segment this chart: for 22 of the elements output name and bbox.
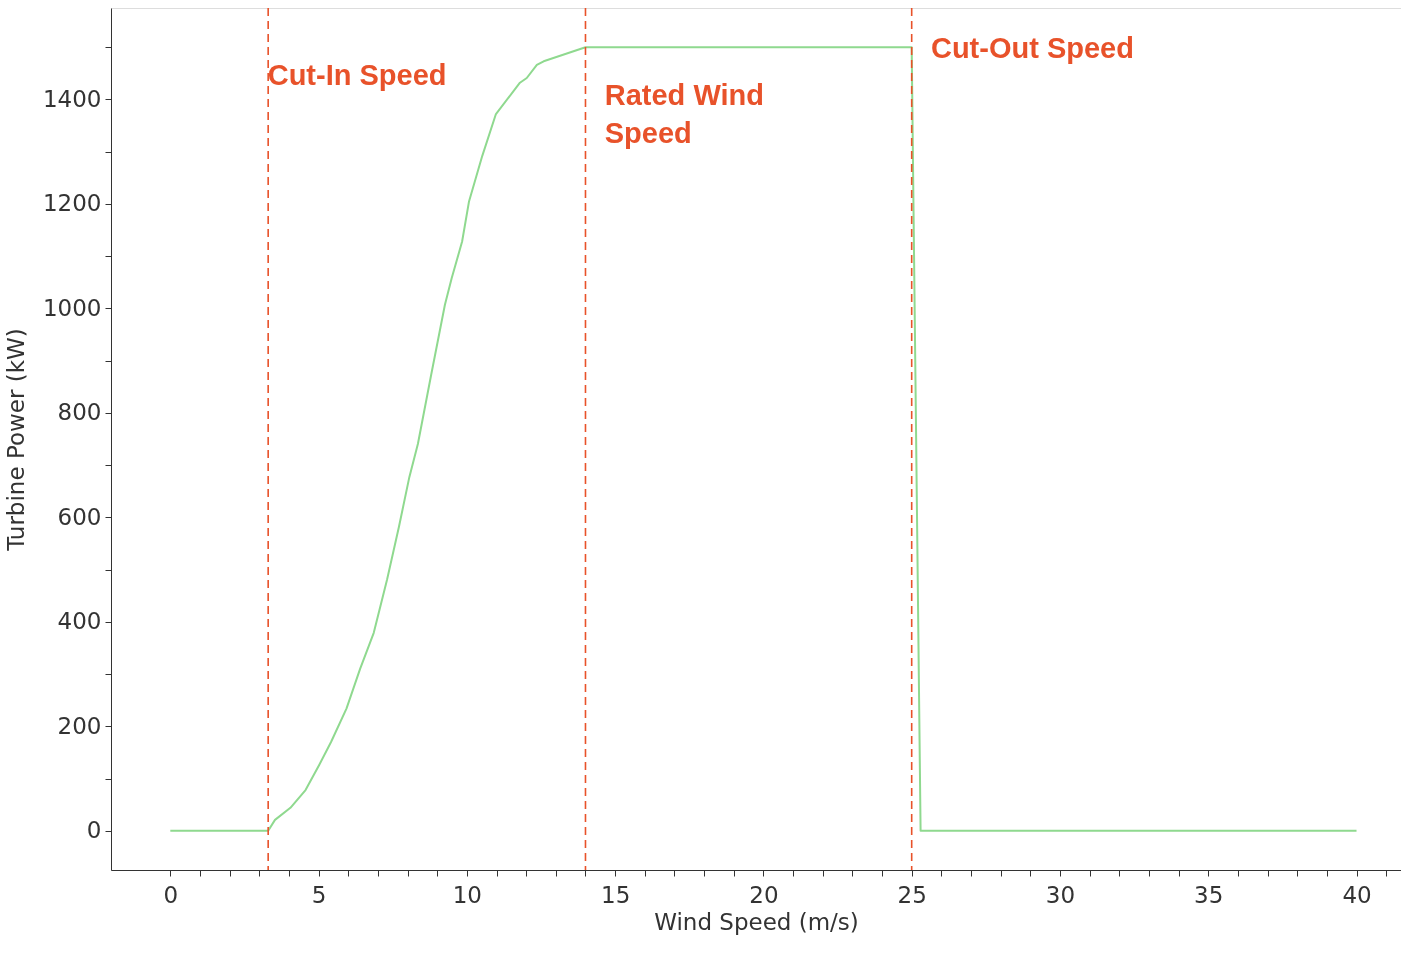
- y-tick-label: 1400: [42, 85, 102, 112]
- y-tick-label: 0: [86, 817, 102, 844]
- y-tick-label: 1200: [42, 190, 102, 217]
- x-tick-label: 30: [1045, 881, 1076, 908]
- x-axis-title: Wind Speed (m/s): [654, 908, 859, 935]
- y-axis-title: Turbine Power (kW): [2, 328, 29, 552]
- x-tick-label: 25: [897, 881, 927, 908]
- y-tick-label: 600: [57, 503, 102, 530]
- x-tick-label: 20: [749, 881, 779, 908]
- x-tick-label: 0: [163, 881, 179, 908]
- y-tick-label: 200: [57, 712, 102, 739]
- ref-line-label: Cut-In Speed: [267, 59, 447, 92]
- x-tick-label: 40: [1342, 881, 1372, 908]
- x-tick-label: 5: [311, 881, 327, 908]
- y-tick-label: 800: [57, 399, 102, 426]
- y-tick-label: 400: [57, 608, 102, 635]
- y-tick-label: 1000: [42, 294, 102, 321]
- ref-line-label: Rated Wind Speed: [604, 79, 764, 150]
- ref-line-label: Cut-Out Speed: [930, 31, 1134, 64]
- x-tick-label: 15: [601, 881, 631, 908]
- x-tick-label: 35: [1194, 881, 1224, 908]
- x-tick-label: 10: [452, 881, 482, 908]
